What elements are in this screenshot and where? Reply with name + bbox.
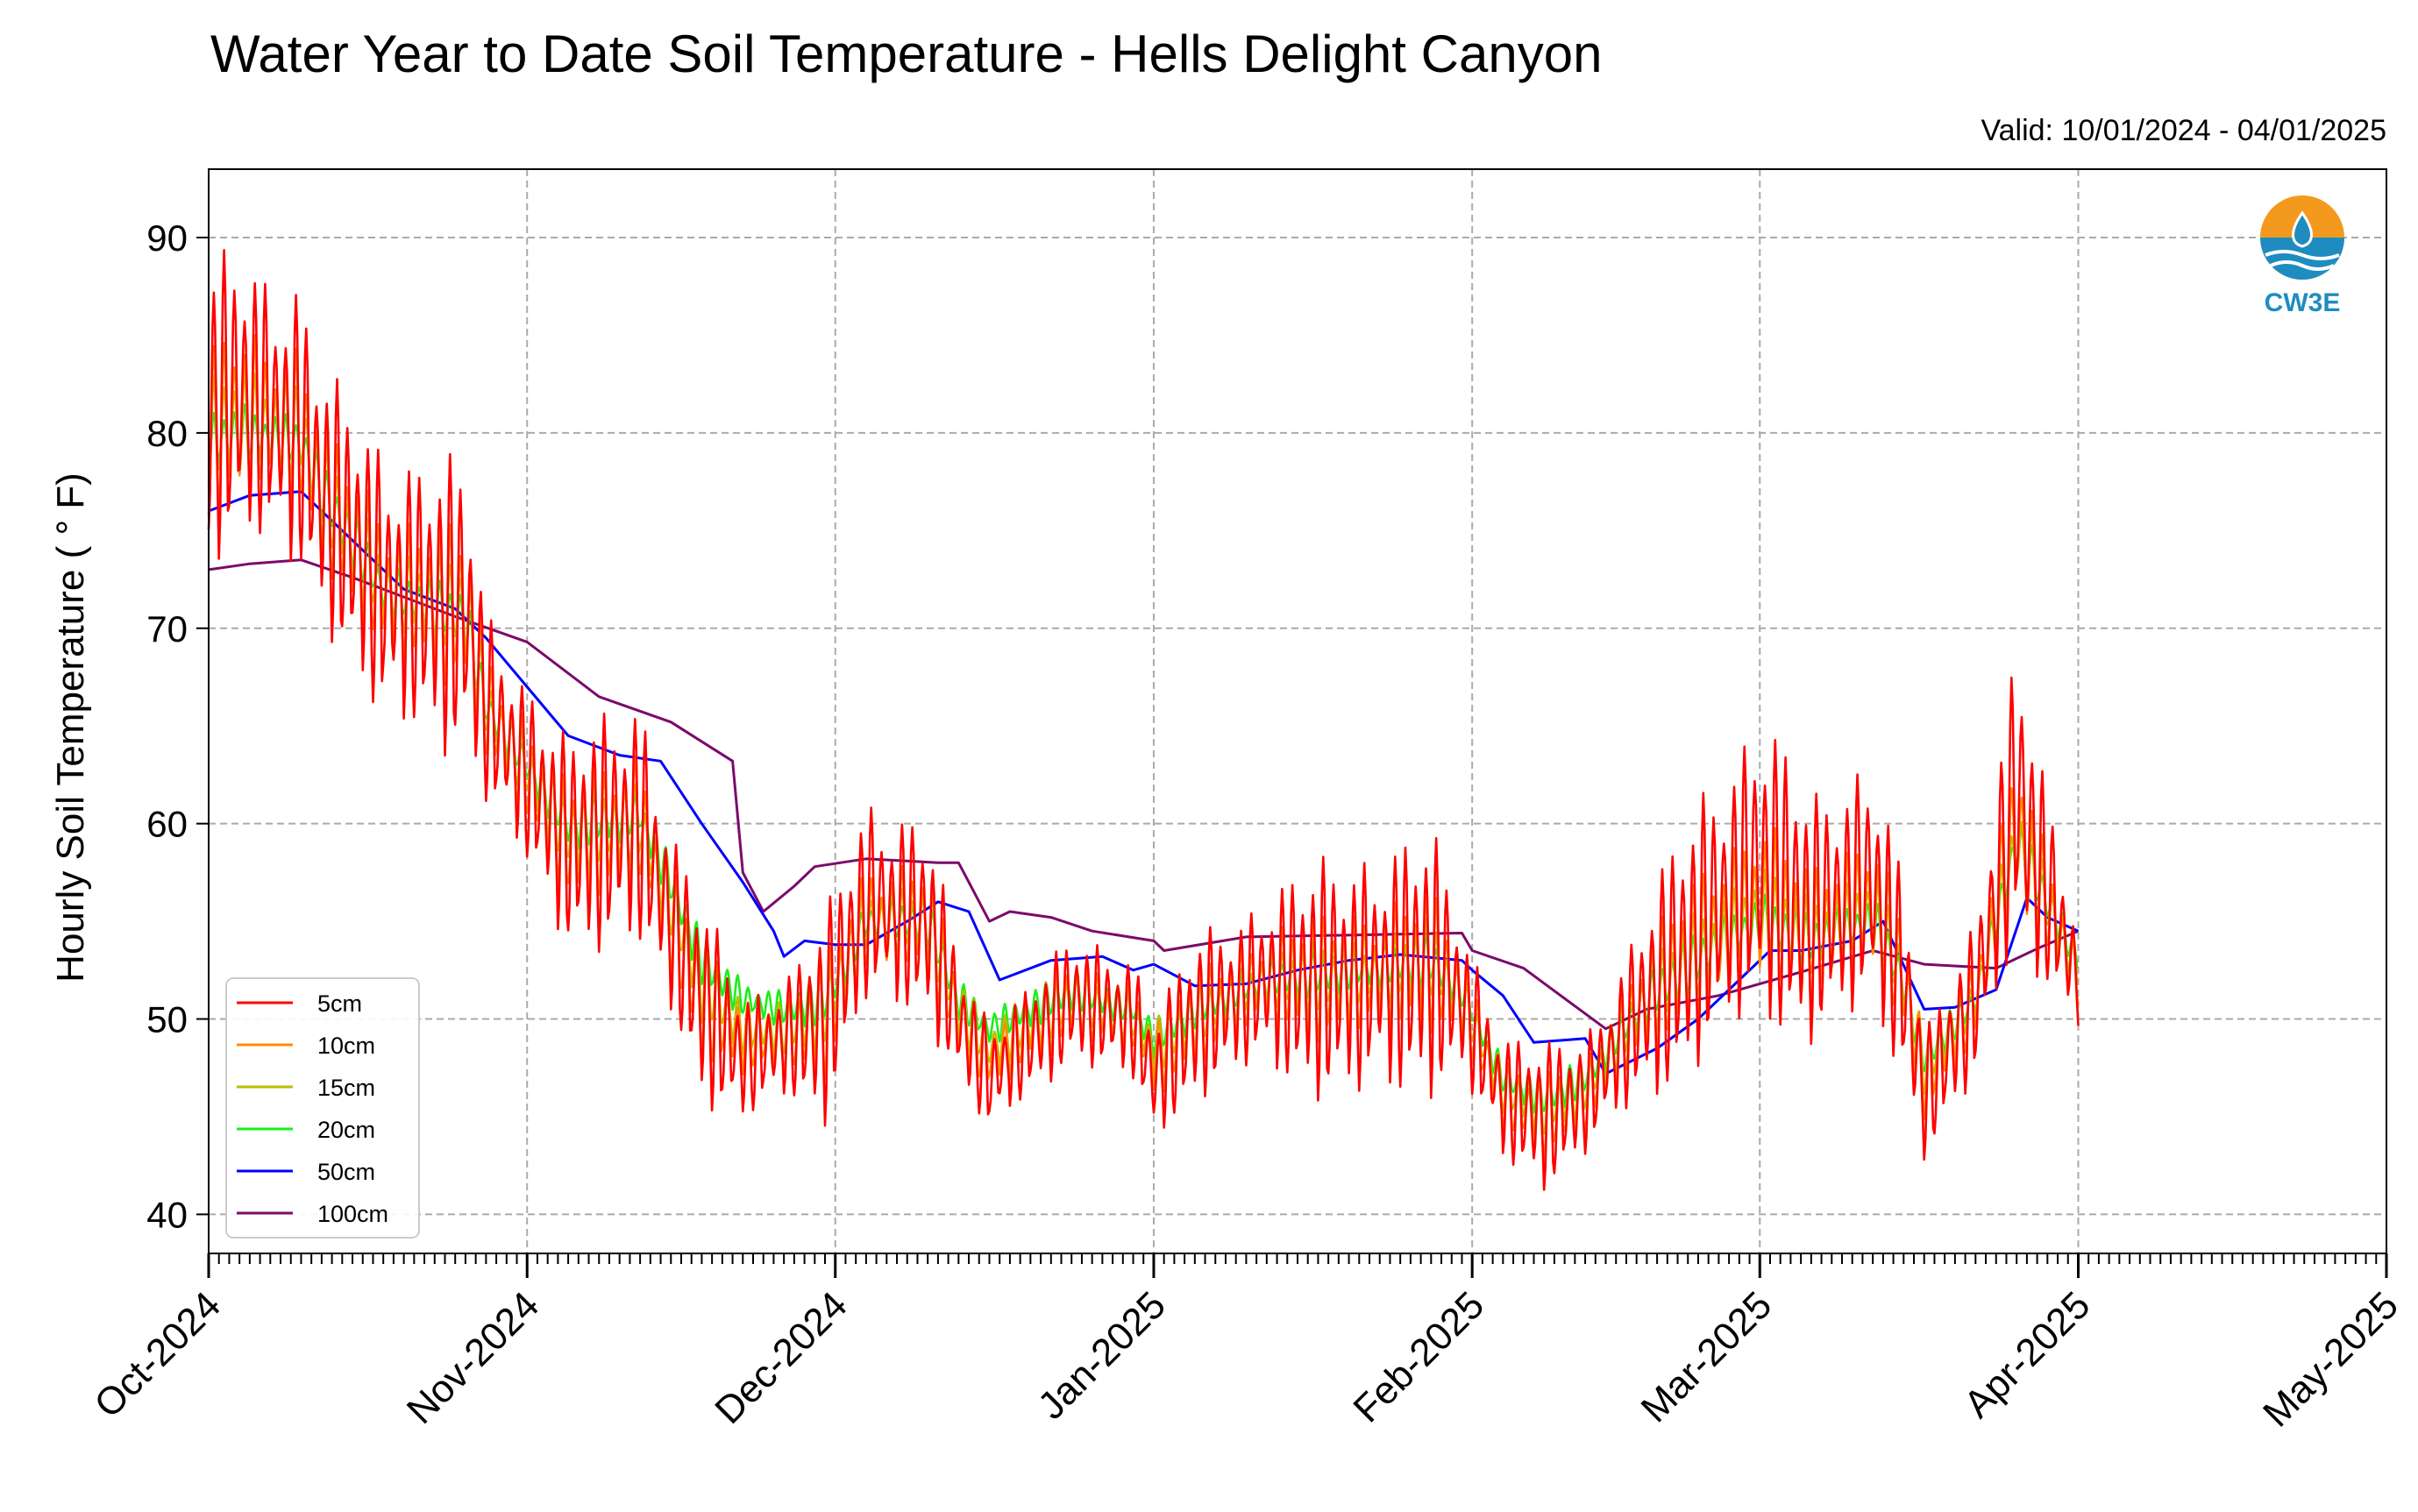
plot-frame: [208, 168, 2387, 1254]
logo-text: CW3E: [2265, 288, 2341, 317]
series-line-100cm: [208, 558, 2080, 1031]
x-axis-ticks: Oct-2024 Nov-2024 Dec-2024 Jan-2025 Feb-2025…: [86, 1253, 2407, 1435]
grid: [209, 169, 2386, 1253]
x-tick-label: May-2025: [2255, 1283, 2407, 1435]
series-line-20cm: [207, 403, 2079, 1114]
logo-water-drop-icon: [2292, 210, 2313, 248]
cw3e-logo: CW3E: [2260, 195, 2344, 317]
legend: 5cm 10cm 15cm 20cm 50cm 100cm: [225, 977, 420, 1239]
x-tick-label: Apr-2025: [1956, 1283, 2099, 1426]
x-tick-label: Nov-2024: [399, 1283, 548, 1432]
x-tick-label: Dec-2024: [707, 1283, 856, 1432]
y-tick-label: 70: [146, 608, 188, 650]
x-tick-label: Oct-2024: [86, 1283, 229, 1426]
y-tick-label: 90: [146, 217, 188, 259]
y-axis-label: Hourly Soil Temperature ( ° F): [49, 472, 92, 983]
chart-title: Water Year to Date Soil Temperature - He…: [210, 25, 1602, 83]
legend-label-10cm: 10cm: [317, 1033, 375, 1059]
y-tick-label: 40: [146, 1194, 188, 1235]
series-line-5cm: [207, 249, 2080, 1191]
legend-label-20cm: 20cm: [317, 1117, 375, 1143]
series-line-50cm: [208, 490, 2080, 1075]
x-tick-label: Mar-2025: [1633, 1283, 1781, 1430]
y-axis-ticks: 40 50 60 70 80 90: [146, 217, 209, 1235]
legend-box: [225, 977, 420, 1239]
y-tick-label: 60: [146, 804, 188, 845]
y-tick-label: 80: [146, 413, 188, 454]
plot-lines: [207, 249, 2080, 1191]
x-tick-label: Feb-2025: [1345, 1283, 1492, 1430]
y-tick-label: 50: [146, 999, 188, 1040]
legend-label-15cm: 15cm: [317, 1075, 375, 1101]
chart-subtitle: Valid: 10/01/2024 - 04/01/2025: [1981, 114, 2386, 147]
x-tick-label: Jan-2025: [1030, 1283, 1174, 1427]
legend-label-50cm: 50cm: [317, 1159, 375, 1185]
legend-label-5cm: 5cm: [317, 990, 362, 1017]
legend-label-100cm: 100cm: [317, 1201, 388, 1227]
